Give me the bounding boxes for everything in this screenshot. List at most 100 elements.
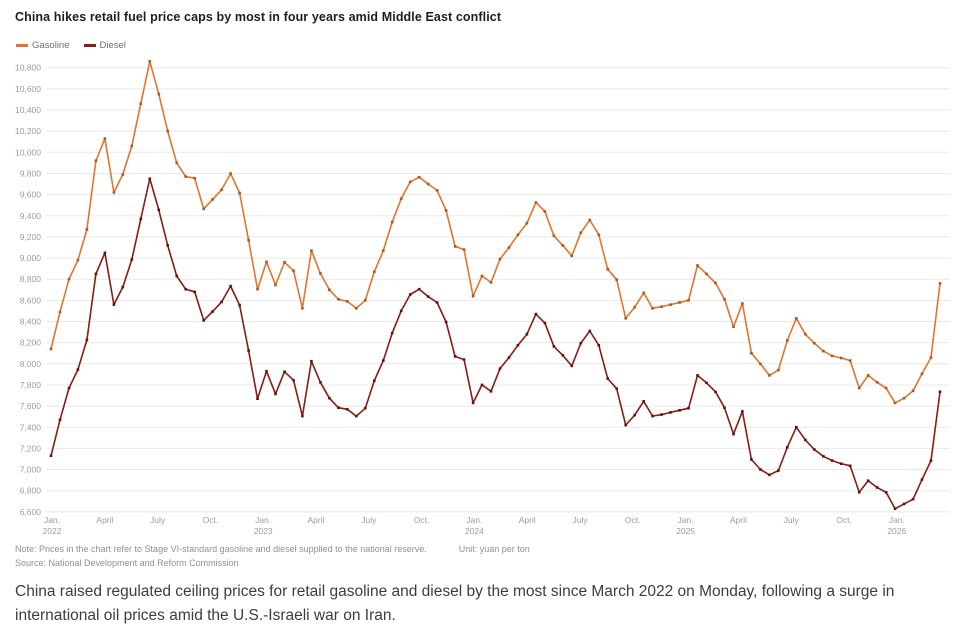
gasoline-marker <box>76 258 80 262</box>
diesel-marker <box>705 381 708 385</box>
gasoline-marker <box>337 298 340 301</box>
diesel-marker <box>570 364 574 368</box>
gasoline-marker <box>615 278 618 281</box>
diesel-marker <box>355 414 358 418</box>
diesel-marker <box>471 401 475 405</box>
gasoline-marker <box>588 218 592 222</box>
gasoline-marker <box>229 172 232 175</box>
gasoline-marker <box>633 305 636 309</box>
gasoline-marker <box>157 92 161 96</box>
chart-title: China hikes retail fuel price caps by mo… <box>15 10 502 24</box>
gasoline-marker <box>256 287 259 291</box>
gasoline-marker <box>786 339 789 342</box>
diesel-marker <box>857 491 861 494</box>
diesel-marker <box>121 285 125 289</box>
diesel-marker <box>337 406 340 409</box>
diesel-marker <box>220 300 223 304</box>
gasoline-marker <box>741 302 744 305</box>
diesel-marker <box>732 432 735 436</box>
x-axis-year-label: 2026 <box>887 526 906 536</box>
chart-legend: Gasoline Diesel <box>16 40 126 51</box>
gasoline-marker <box>920 372 924 376</box>
diesel-marker <box>58 418 62 422</box>
diesel-marker <box>247 349 250 352</box>
y-axis-tick-label: 7,600 <box>20 401 42 411</box>
diesel-marker <box>130 258 134 261</box>
diesel-marker <box>768 473 771 477</box>
diesel-marker <box>633 413 636 417</box>
gasoline-marker <box>238 191 241 195</box>
gasoline-marker <box>759 362 762 366</box>
x-axis-tick-label: Oct. <box>203 515 219 525</box>
diesel-marker <box>166 244 169 247</box>
fuel-price-line-chart: 10,800 10,600 10,400 10,200 10,000 9,800 9,600… <box>15 60 950 536</box>
y-axis-tick-label: 6,600 <box>20 507 42 517</box>
diesel-marker <box>839 462 843 465</box>
gasoline-marker <box>355 307 358 310</box>
diesel-marker <box>929 459 933 462</box>
diesel-marker <box>274 392 277 396</box>
gasoline-marker <box>822 349 825 353</box>
gasoline-marker <box>265 260 268 264</box>
diesel-marker <box>786 446 789 449</box>
diesel-marker <box>579 341 583 345</box>
gasoline-marker <box>292 269 295 272</box>
chart-note: Note: Prices in the chart refer to Stage… <box>15 544 530 554</box>
diesel-marker <box>938 390 942 394</box>
gasoline-marker <box>67 277 71 281</box>
diesel-marker <box>624 423 627 427</box>
diesel-marker <box>301 414 304 418</box>
x-axis-tick-label: Jan. <box>889 515 905 525</box>
x-axis-tick-label: Jan. <box>44 515 60 525</box>
diesel-marker <box>283 370 286 373</box>
diesel-marker <box>920 478 924 481</box>
diesel-marker <box>759 468 762 471</box>
gasoline-marker <box>480 274 484 278</box>
gasoline-marker <box>471 294 475 298</box>
diesel-marker <box>516 344 520 347</box>
diesel-marker <box>660 413 663 416</box>
diesel-marker <box>364 406 367 410</box>
gasoline-marker <box>570 254 574 258</box>
x-axis-year-label: 2022 <box>43 526 62 536</box>
gasoline-marker <box>875 381 879 384</box>
diesel-marker <box>310 359 313 363</box>
gasoline-marker <box>489 281 493 284</box>
y-axis-tick-label: 9,800 <box>20 168 42 178</box>
gasoline-marker <box>301 307 304 310</box>
diesel-marker <box>175 274 178 278</box>
gasoline-marker <box>839 356 843 360</box>
diesel-marker <box>480 383 484 387</box>
diesel-marker <box>462 358 466 361</box>
diesel-marker <box>193 290 196 294</box>
gasoline-marker <box>543 210 547 213</box>
diesel-marker <box>489 390 493 393</box>
diesel-marker <box>184 287 187 291</box>
y-axis-tick-label: 10,400 <box>15 105 41 115</box>
gasoline-marker <box>202 207 205 211</box>
gasoline-marker <box>857 386 861 390</box>
y-axis-tick-label: 9,600 <box>20 190 42 200</box>
y-axis-tick-label: 7,400 <box>20 422 42 432</box>
gasoline-marker <box>58 310 62 314</box>
gasoline-marker <box>49 347 53 351</box>
diesel-marker <box>390 331 394 335</box>
diesel-marker <box>669 411 672 414</box>
diesel-line-swatch-icon <box>83 44 96 47</box>
diesel-marker <box>561 354 565 357</box>
gasoline-marker <box>382 249 385 252</box>
gasoline-marker <box>714 281 717 285</box>
diesel-marker <box>211 310 214 313</box>
diesel-marker <box>157 208 161 212</box>
diesel-marker <box>615 387 618 390</box>
gasoline-marker <box>750 351 753 355</box>
diesel-marker <box>202 319 205 322</box>
diesel-marker <box>435 301 439 304</box>
y-axis-tick-label: 10,800 <box>15 63 41 73</box>
y-axis-tick-label: 8,200 <box>20 338 42 348</box>
diesel-marker <box>642 400 645 403</box>
diesel-marker <box>866 479 870 482</box>
gasoline-marker <box>211 198 214 201</box>
gasoline-marker <box>705 272 708 276</box>
gasoline-marker <box>453 245 457 248</box>
